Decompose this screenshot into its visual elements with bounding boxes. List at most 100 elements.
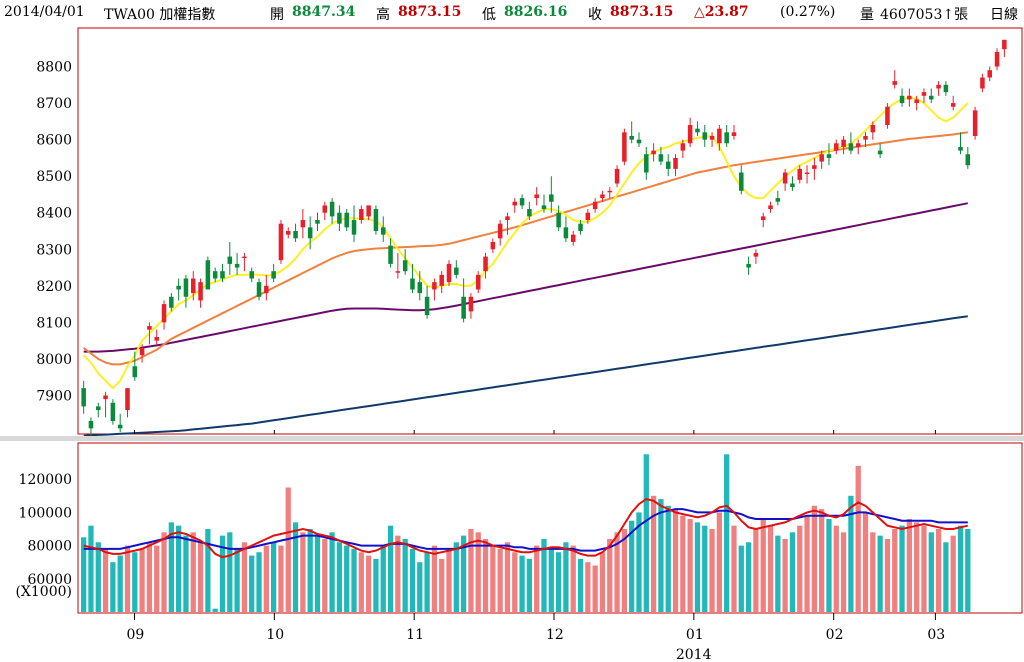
candle-body xyxy=(600,194,605,199)
low-label: 低 xyxy=(482,7,496,23)
volume-bar xyxy=(819,509,825,612)
volume-bar xyxy=(365,555,372,612)
candle-body xyxy=(147,326,152,330)
volume-bar xyxy=(760,519,766,612)
candle-body xyxy=(190,278,196,294)
candle-body xyxy=(497,223,503,239)
volume-bar xyxy=(102,548,109,612)
candle-body xyxy=(366,205,371,217)
candle-body xyxy=(812,165,817,169)
candle-body xyxy=(380,227,386,235)
candle-body xyxy=(169,296,174,308)
volume-bar xyxy=(782,538,788,612)
volume-bar xyxy=(599,552,606,612)
volume-value: 4607053↑張 xyxy=(880,7,969,23)
candle-body xyxy=(775,198,781,202)
price-tick-label: 8500 xyxy=(36,169,72,185)
price-tick-label: 8100 xyxy=(36,315,72,331)
candle-body xyxy=(373,209,379,231)
candle-body xyxy=(227,256,233,264)
date-x-axis: 09 10 11 12 01 02 03 2014 xyxy=(127,430,945,662)
candle-body xyxy=(768,205,773,210)
candle-body xyxy=(132,366,138,378)
volume-bar xyxy=(417,562,423,612)
volume-bar xyxy=(446,548,452,612)
volume-bar xyxy=(636,512,642,612)
header-symbol: TWA00 加權指數 xyxy=(104,7,216,23)
candle-body xyxy=(629,135,634,140)
high-value: 8873.15 xyxy=(398,4,462,20)
volume-bar xyxy=(475,532,481,612)
candle-body xyxy=(402,260,408,272)
volume-bar xyxy=(88,525,94,612)
volume-bar xyxy=(643,454,649,612)
change-value: △23.87 xyxy=(694,4,749,20)
volume-bar xyxy=(344,545,350,612)
vol-ma-blue-line xyxy=(83,508,968,552)
volume-bar xyxy=(943,542,949,612)
volume-bar xyxy=(738,545,744,612)
volume-bar xyxy=(395,535,401,612)
price-tick-label: 7900 xyxy=(36,388,72,404)
candle-body xyxy=(834,143,839,151)
volume-bar xyxy=(658,499,664,612)
candle-body xyxy=(88,421,94,429)
volume-bar xyxy=(307,529,313,612)
volume-unit-label: (X1000) xyxy=(15,584,72,600)
candle-body xyxy=(782,172,788,184)
candle-body xyxy=(439,274,444,286)
volume-bar xyxy=(197,542,204,612)
volume-bar xyxy=(570,545,576,612)
volume-bar xyxy=(921,525,927,612)
volume-bar xyxy=(146,542,153,612)
volume-bar xyxy=(899,525,905,612)
volume-bar xyxy=(453,542,459,612)
candle-body xyxy=(921,92,927,96)
volume-bar xyxy=(892,529,898,612)
volume-bar xyxy=(263,545,269,612)
candle-body xyxy=(863,135,868,140)
volume-bar xyxy=(731,525,737,612)
candle-body xyxy=(344,212,349,228)
candle-body xyxy=(753,252,759,257)
year-label: 2014 xyxy=(676,647,712,662)
volume-bar xyxy=(629,520,635,612)
candle-body xyxy=(212,271,218,279)
price-tick-label: 8200 xyxy=(36,279,72,295)
volume-bar xyxy=(811,505,817,612)
candle-body xyxy=(454,267,459,275)
volume-bar xyxy=(219,535,226,612)
volume-bar xyxy=(709,529,715,612)
volume-bar xyxy=(292,522,299,612)
volume-bar xyxy=(797,525,803,612)
candle-body xyxy=(972,110,978,136)
candle-body xyxy=(315,220,320,224)
volume-bar xyxy=(402,538,408,612)
candle-body xyxy=(154,336,159,341)
candle-body xyxy=(607,190,613,193)
candle-body xyxy=(256,282,262,297)
candle-body xyxy=(461,296,466,319)
volume-bar xyxy=(687,519,693,612)
candle-body xyxy=(417,282,423,294)
candle-body xyxy=(797,168,803,180)
candle-body xyxy=(994,51,1000,67)
candle-body xyxy=(541,205,547,210)
candle-body xyxy=(760,216,766,221)
volume-bar xyxy=(680,515,686,612)
candle-body xyxy=(1002,39,1007,50)
candle-body xyxy=(717,128,722,144)
candle-body xyxy=(636,139,642,144)
candle-body xyxy=(198,282,203,301)
candle-body xyxy=(592,201,598,210)
open-label: 開 xyxy=(270,7,284,23)
month-label: 02 xyxy=(826,627,844,643)
panel-separator xyxy=(0,436,1024,441)
price-tick-label: 8000 xyxy=(36,352,72,368)
volume-bar xyxy=(702,525,708,612)
volume-bar xyxy=(497,548,503,612)
candle-body xyxy=(790,183,795,188)
candle-body xyxy=(702,132,708,140)
volume-bar xyxy=(256,552,262,612)
